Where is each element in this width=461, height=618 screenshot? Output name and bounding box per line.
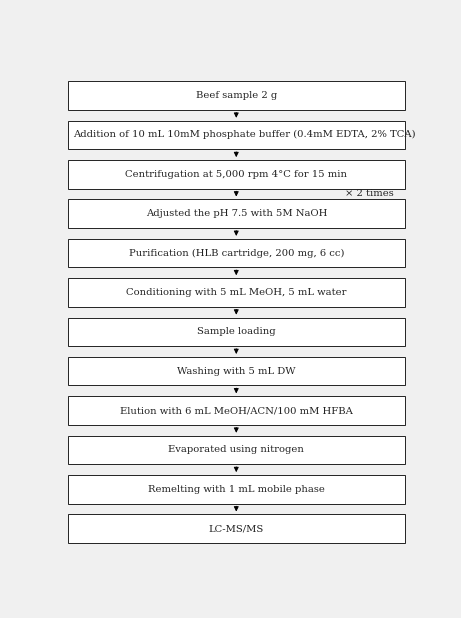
Text: Purification (HLB cartridge, 200 mg, 6 cc): Purification (HLB cartridge, 200 mg, 6 c… [129, 248, 344, 258]
Bar [68, 436, 405, 464]
Bar [68, 160, 405, 188]
Bar [68, 514, 405, 543]
Bar [68, 318, 405, 346]
Bar [68, 278, 405, 307]
Text: × 2 times: × 2 times [345, 190, 394, 198]
Bar [68, 200, 405, 228]
Bar [68, 239, 405, 267]
Text: Remelting with 1 mL mobile phase: Remelting with 1 mL mobile phase [148, 485, 325, 494]
Text: Sample loading: Sample loading [197, 328, 276, 336]
Text: Beef sample 2 g: Beef sample 2 g [195, 91, 277, 100]
Text: Addition of 10 mL 10mM phosphate buffer (0.4mM EDTA, 2% TCA): Addition of 10 mL 10mM phosphate buffer … [73, 130, 416, 140]
Bar [68, 475, 405, 504]
Text: Adjusted the pH 7.5 with 5M NaOH: Adjusted the pH 7.5 with 5M NaOH [146, 209, 327, 218]
Text: Evaporated using nitrogen: Evaporated using nitrogen [168, 446, 304, 454]
Text: Conditioning with 5 mL MeOH, 5 mL water: Conditioning with 5 mL MeOH, 5 mL water [126, 288, 347, 297]
Bar [68, 396, 405, 425]
Bar [68, 121, 405, 149]
Text: Centrifugation at 5,000 rpm 4°C for 15 min: Centrifugation at 5,000 rpm 4°C for 15 m… [125, 170, 347, 179]
Bar [68, 357, 405, 386]
Text: Elution with 6 mL MeOH/ACN/100 mM HFBA: Elution with 6 mL MeOH/ACN/100 mM HFBA [120, 406, 353, 415]
Bar [68, 82, 405, 110]
Text: LC-MS/MS: LC-MS/MS [209, 524, 264, 533]
Text: Washing with 5 mL DW: Washing with 5 mL DW [177, 366, 296, 376]
